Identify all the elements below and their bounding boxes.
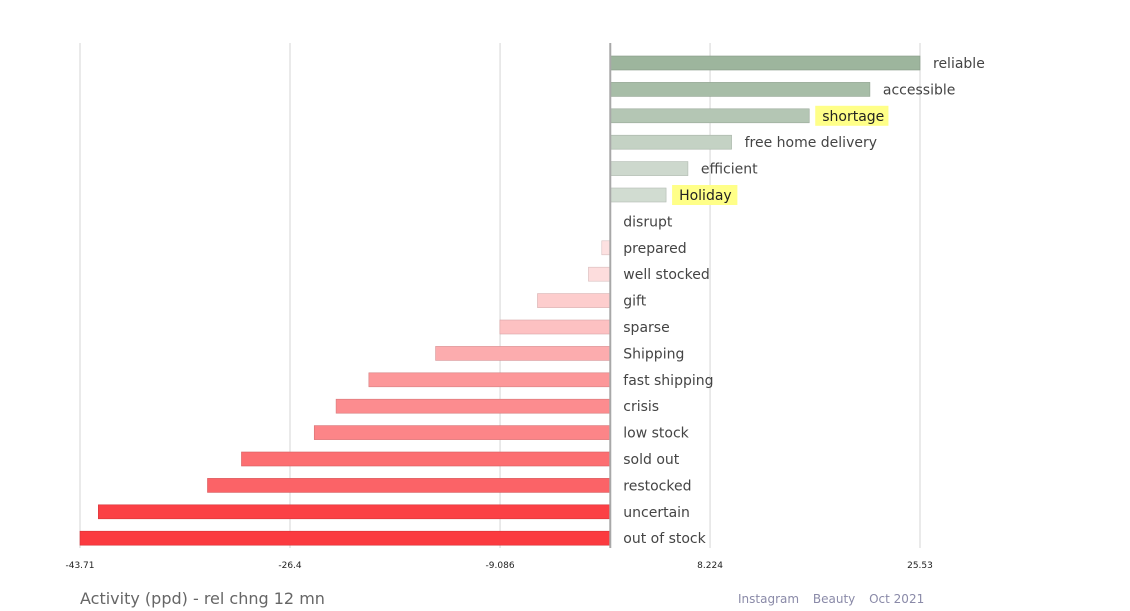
x-tick-label: 8.224	[697, 561, 723, 571]
date-label: Oct 2021	[869, 592, 925, 606]
category-label: shortage	[822, 109, 884, 125]
bar	[79, 530, 611, 546]
category-label: efficient	[701, 162, 758, 178]
bar	[499, 319, 611, 335]
bar	[609, 161, 689, 176]
category-label: free home delivery	[745, 135, 877, 151]
category-label: Beauty	[812, 592, 856, 606]
bar	[313, 425, 611, 440]
bar	[609, 108, 810, 124]
bar	[368, 372, 611, 388]
category-label: sold out	[623, 452, 680, 468]
chart-source-meta: Instagram Beauty Oct 2021	[738, 592, 924, 606]
bar	[537, 293, 611, 308]
category-label: Shipping	[623, 346, 684, 362]
bar	[335, 398, 611, 414]
x-tick-label: -9.086	[486, 561, 515, 571]
bar	[588, 266, 611, 282]
category-label: well stocked	[623, 267, 709, 283]
x-tick-label: -26.4	[278, 561, 302, 571]
category-label: uncertain	[623, 505, 690, 521]
category-label: prepared	[623, 241, 686, 257]
category-label: disrupt	[623, 214, 673, 230]
x-tick-label: 25.53	[907, 561, 933, 571]
category-label: Holiday	[679, 188, 732, 204]
bar	[609, 134, 732, 150]
category-label: fast shipping	[623, 373, 713, 389]
bar	[98, 504, 611, 520]
bar	[601, 240, 611, 256]
x-tick-label: -43.71	[65, 561, 94, 571]
bar	[609, 55, 921, 71]
bar	[207, 478, 611, 493]
category-label: out of stock	[623, 531, 706, 547]
category-label: reliable	[933, 56, 985, 72]
bar	[609, 82, 871, 97]
category-label: sparse	[623, 320, 669, 336]
bar	[241, 451, 611, 467]
category-label: crisis	[623, 399, 659, 415]
category-label: low stock	[623, 426, 689, 442]
chart-axis-title: Activity (ppd) - rel chng 12 mn	[80, 589, 325, 608]
platform-label: Instagram	[738, 592, 800, 606]
bar	[435, 346, 611, 361]
label-highlight	[672, 185, 738, 205]
label-highlight	[815, 105, 889, 126]
bar	[609, 187, 667, 203]
category-label: accessible	[883, 82, 955, 98]
category-label: restocked	[623, 478, 691, 494]
category-label: gift	[623, 294, 646, 310]
